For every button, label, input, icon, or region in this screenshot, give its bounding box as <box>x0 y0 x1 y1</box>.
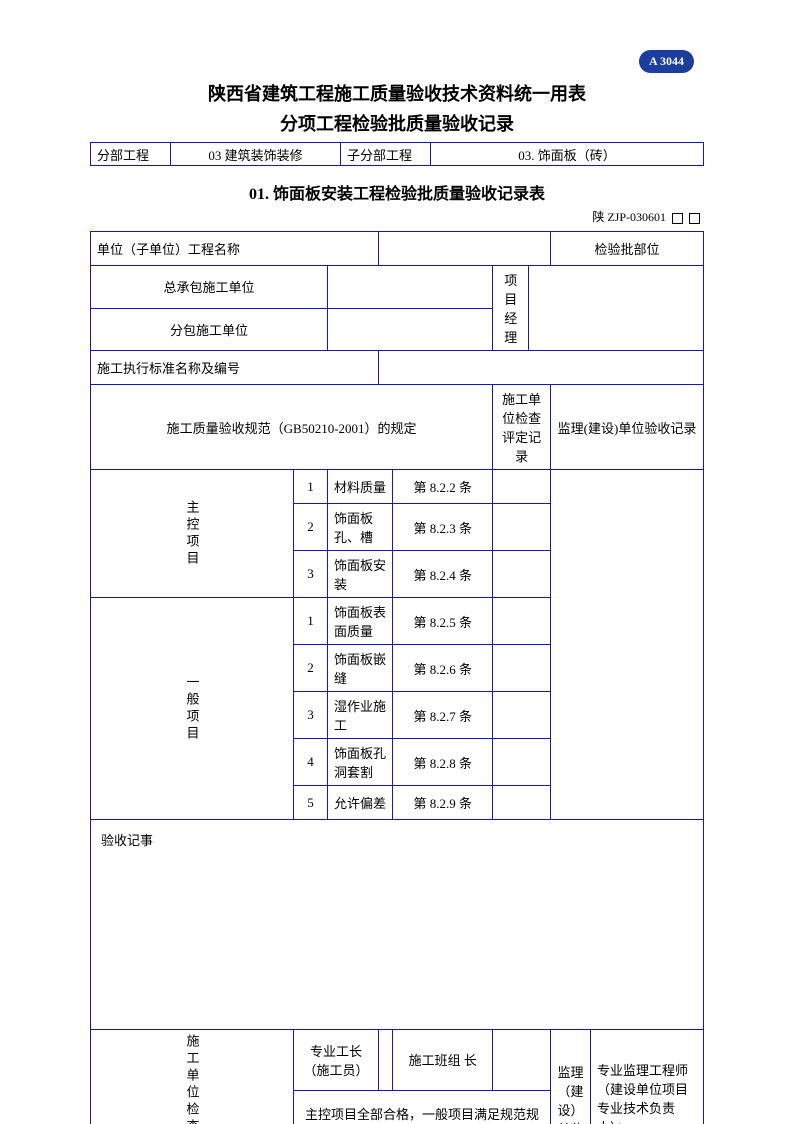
acceptance-notes[interactable]: 验收记事 <box>91 820 704 1030</box>
value-gen-contractor[interactable] <box>328 266 493 309</box>
mi-3-check[interactable] <box>493 551 551 598</box>
mi-3-name: 饰面板安装 <box>328 551 393 598</box>
label-unit-name: 单位（子单位）工程名称 <box>91 232 379 266</box>
value-std[interactable] <box>378 351 703 385</box>
form-badge: A 3044 <box>639 50 694 73</box>
gi-2-check[interactable] <box>493 645 551 692</box>
form-code-row: 陕 ZJP-030601 <box>90 208 704 225</box>
subtitle: 01. 饰面板安装工程检验批质量验收记录表 <box>90 180 704 204</box>
gi-2-ref: 第 8.2.6 条 <box>393 645 493 692</box>
mi-3-ref: 第 8.2.4 条 <box>393 551 493 598</box>
gi-5-ref: 第 8.2.9 条 <box>393 786 493 820</box>
mi-2-ref: 第 8.2.3 条 <box>393 504 493 551</box>
label-gen-items: 一般项目 <box>91 598 294 820</box>
mi-1-check[interactable] <box>493 470 551 504</box>
gi-4-name: 饰面板孔洞套割 <box>328 739 393 786</box>
label-conclusion: 监理（建设）单位验收结论 <box>551 1030 591 1124</box>
value-unit-name[interactable] <box>378 232 550 266</box>
mi-2-name: 饰面板孔、槽 <box>328 504 393 551</box>
main-title-1: 陕西省建筑工程施工质量验收技术资料统一用表 <box>90 80 704 106</box>
value-sub-contractor[interactable] <box>328 308 493 351</box>
value-division: 03 建筑装饰装修 <box>171 143 341 165</box>
label-subdivision: 子分部工程 <box>341 143 431 165</box>
label-team: 施工班组 长 <box>393 1030 493 1091</box>
main-table: 单位（子单位）工程名称 检验批部位 总承包施工单位 项目经理 分包施工单位 施工… <box>90 231 704 1124</box>
label-gen-contractor: 总承包施工单位 <box>91 266 328 309</box>
mi-2-n: 2 <box>294 504 328 551</box>
label-notes: 验收记事 <box>101 833 153 848</box>
label-division: 分部工程 <box>91 143 171 165</box>
header-spec: 施工质量验收规范（GB50210-2001）的规定 <box>91 385 493 470</box>
sup-rec-cell[interactable] <box>551 470 704 820</box>
main-title-2: 分项工程检验批质量验收记录 <box>90 110 704 136</box>
label-batch-loc: 检验批部位 <box>551 232 704 266</box>
gi-1-n: 1 <box>294 598 328 645</box>
gi-5-name: 允许偏差 <box>328 786 393 820</box>
gi-2-name: 饰面板嵌缝 <box>328 645 393 692</box>
label-pm: 项目经理 <box>493 266 529 351</box>
gi-1-name: 饰面板表面质量 <box>328 598 393 645</box>
category-row: 分部工程 03 建筑装饰装修 子分部工程 03. 饰面板（砖） <box>90 142 704 166</box>
mi-3-n: 3 <box>294 551 328 598</box>
pass-text: 主控项目全部合格，一般项目满足规范规定要求 <box>294 1090 551 1124</box>
value-team[interactable] <box>493 1030 551 1091</box>
mi-2-check[interactable] <box>493 504 551 551</box>
gi-5-check[interactable] <box>493 786 551 820</box>
gi-3-name: 湿作业施工 <box>328 692 393 739</box>
engineer-text: 专业监理工程师（建设单位项目专业技术负责人）： <box>591 1030 704 1124</box>
mi-1-n: 1 <box>294 470 328 504</box>
label-foreman: 专业工长（施工员） <box>294 1030 379 1091</box>
gi-1-ref: 第 8.2.5 条 <box>393 598 493 645</box>
gi-2-n: 2 <box>294 645 328 692</box>
mi-1-ref: 第 8.2.2 条 <box>393 470 493 504</box>
checkbox-1[interactable] <box>672 213 683 224</box>
header-sup-rec: 监理(建设)单位验收记录 <box>551 385 704 470</box>
value-pm[interactable] <box>529 266 704 351</box>
gi-4-n: 4 <box>294 739 328 786</box>
value-foreman[interactable] <box>378 1030 392 1091</box>
label-result: 施工单位检查评定结果 <box>91 1030 294 1124</box>
checkbox-2[interactable] <box>689 213 700 224</box>
header-check-rec: 施工单位检查评定记录 <box>493 385 551 470</box>
gi-3-check[interactable] <box>493 692 551 739</box>
form-code: 陕 ZJP-030601 <box>592 210 666 224</box>
value-subdivision: 03. 饰面板（砖） <box>431 143 703 165</box>
mi-1-name: 材料质量 <box>328 470 393 504</box>
label-sub-contractor: 分包施工单位 <box>91 308 328 351</box>
label-std: 施工执行标准名称及编号 <box>91 351 379 385</box>
gi-3-ref: 第 8.2.7 条 <box>393 692 493 739</box>
gi-1-check[interactable] <box>493 598 551 645</box>
gi-4-ref: 第 8.2.8 条 <box>393 739 493 786</box>
label-main-items: 主控项目 <box>91 470 294 598</box>
gi-3-n: 3 <box>294 692 328 739</box>
gi-5-n: 5 <box>294 786 328 820</box>
gi-4-check[interactable] <box>493 739 551 786</box>
